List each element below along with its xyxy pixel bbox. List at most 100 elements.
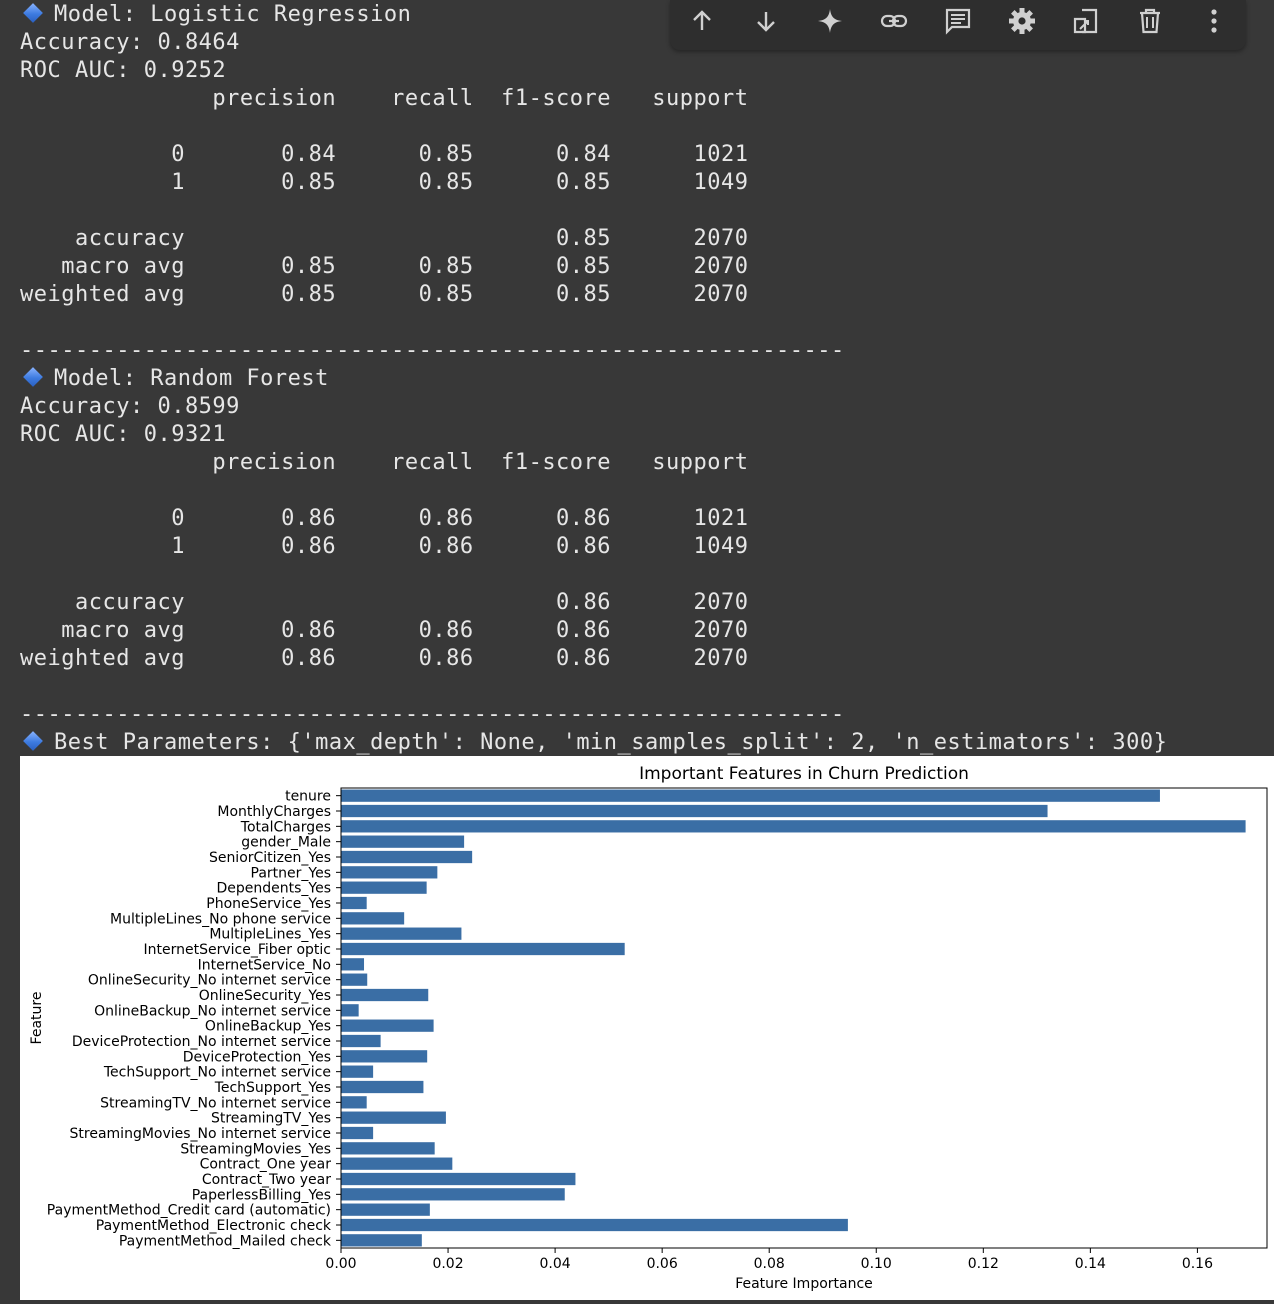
bar-19 <box>341 1080 424 1094</box>
bar-21 <box>341 1111 446 1124</box>
y-tick-label: PaymentMethod_Mailed check <box>119 1233 332 1249</box>
output-line: macro avg 0.86 0.86 0.86 2070 <box>20 617 749 645</box>
y-tick-label: Partner_Yes <box>251 865 331 881</box>
bar-10 <box>341 942 625 956</box>
output-text: precision recall f1-score support <box>20 450 749 475</box>
gemini-button[interactable] <box>810 3 850 39</box>
output-line: ROC AUC: 0.9252 <box>20 57 226 85</box>
output-text: weighted avg 0.85 0.85 0.85 2070 <box>20 282 749 307</box>
output-text: ----------------------------------------… <box>20 702 845 727</box>
output-text: ----------------------------------------… <box>20 338 845 363</box>
more-button[interactable] <box>1194 3 1234 39</box>
mirror-icon <box>1073 8 1098 34</box>
bar-13 <box>341 988 429 1002</box>
output-text: ROC AUC: 0.9252 <box>20 58 227 83</box>
y-tick-label: OnlineSecurity_Yes <box>199 988 331 1004</box>
y-tick-label: Dependents_Yes <box>216 881 331 897</box>
bar-28 <box>341 1218 848 1232</box>
output-text: accuracy 0.86 2070 <box>20 590 749 615</box>
bar-29 <box>341 1234 422 1247</box>
y-tick-label: StreamingTV_No internet service <box>100 1095 331 1111</box>
output-line: 1 0.85 0.85 0.85 1049 <box>20 169 749 197</box>
output-line: 0 0.84 0.85 0.84 1021 <box>20 141 749 169</box>
chart-svg: tenureMonthlyChargesTotalChargesgender_M… <box>29 764 1268 1292</box>
output-line: Accuracy: 0.8464 <box>20 29 240 57</box>
bar-26 <box>341 1188 565 1201</box>
y-tick-label: MonthlyCharges <box>217 804 331 820</box>
output-text: macro avg 0.86 0.86 0.86 2070 <box>20 618 749 643</box>
output-heading: Model: Random Forest <box>20 365 329 393</box>
output-line: macro avg 0.85 0.85 0.85 2070 <box>20 253 749 281</box>
mirror-cell-button[interactable] <box>1066 3 1106 39</box>
y-tick-label: TotalCharges <box>240 819 331 835</box>
move-up-button[interactable] <box>682 3 722 39</box>
output-text: ROC AUC: 0.9321 <box>20 422 227 447</box>
output-text: 0 0.84 0.85 0.84 1021 <box>20 142 749 167</box>
x-tick-label: 0.10 <box>861 1256 892 1272</box>
move-down-button[interactable] <box>746 3 786 39</box>
y-tick-label: PaymentMethod_Electronic check <box>96 1218 332 1234</box>
bar-1 <box>341 804 1048 818</box>
x-tick-label: 0.08 <box>754 1256 785 1272</box>
bar-3 <box>341 835 465 848</box>
output-text: macro avg 0.85 0.85 0.85 2070 <box>20 254 749 279</box>
bar-11 <box>341 958 365 971</box>
bar-15 <box>341 1019 434 1032</box>
output-line: ROC AUC: 0.9321 <box>20 421 226 449</box>
y-tick-label: tenure <box>285 789 331 805</box>
trash-icon <box>1140 8 1160 34</box>
bar-17 <box>341 1050 428 1063</box>
output-line: 1 0.86 0.86 0.86 1049 <box>20 533 749 561</box>
y-tick-label: Contract_Two year <box>202 1172 331 1188</box>
x-tick-label: 0.16 <box>1182 1256 1213 1272</box>
output-line: 0 0.86 0.86 0.86 1021 <box>20 505 749 533</box>
bar-6 <box>341 881 427 894</box>
bar-12 <box>341 973 368 986</box>
chart-title: Important Features in Churn Prediction <box>639 764 969 784</box>
y-tick-label: PhoneService_Yes <box>206 896 331 912</box>
y-tick-label: MultipleLines_Yes <box>209 927 331 943</box>
feature-importance-chart: tenure MonthlyCharges TotalCharges gender_M… <box>20 756 1274 1300</box>
arrow-up-icon <box>693 10 711 30</box>
output-line: weighted avg 0.85 0.85 0.85 2070 <box>20 281 749 309</box>
x-tick-label: 0.12 <box>968 1256 999 1272</box>
y-tick-label: OnlineBackup_Yes <box>205 1019 331 1035</box>
x-tick-label: 0.02 <box>432 1256 463 1272</box>
output-line: accuracy 0.86 2070 <box>20 589 749 617</box>
y-axis-label: Feature <box>29 992 45 1045</box>
y-tick-label: DeviceProtection_No internet service <box>72 1034 331 1050</box>
output-text: Model: Random Forest <box>54 366 329 391</box>
y-tick-label: StreamingMovies_No internet service <box>70 1126 331 1142</box>
y-tick-label: StreamingMovies_Yes <box>180 1141 331 1157</box>
link-icon <box>880 14 908 28</box>
output-text: Accuracy: 0.8464 <box>20 30 240 55</box>
bar-25 <box>341 1172 576 1186</box>
output-text: Model: Logistic Regression <box>54 2 412 27</box>
y-tick-label: InternetService_No <box>198 957 331 973</box>
x-tick-label: 0.06 <box>647 1256 678 1272</box>
output-text: 1 0.85 0.85 0.85 1049 <box>20 170 749 195</box>
y-tick-label: InternetService_Fiber optic <box>144 942 332 958</box>
output-heading: Best Parameters: {'max_depth': None, 'mi… <box>20 729 1167 757</box>
bar-4 <box>341 850 473 864</box>
blue-diamond-icon <box>23 3 43 23</box>
output-line: precision recall f1-score support <box>20 85 749 113</box>
output-line: ----------------------------------------… <box>20 337 845 365</box>
y-tick-label: OnlineSecurity_No internet service <box>88 973 331 989</box>
bar-0 <box>341 789 1160 802</box>
delete-button[interactable] <box>1130 3 1170 39</box>
y-tick-label: SeniorCitizen_Yes <box>209 850 331 866</box>
settings-button[interactable] <box>1002 3 1042 39</box>
bar-2 <box>341 820 1246 833</box>
y-tick-label: TechSupport_Yes <box>214 1080 331 1096</box>
link-button[interactable] <box>874 3 914 39</box>
y-tick-label: MultipleLines_No phone service <box>110 911 331 927</box>
comment-icon <box>945 8 971 35</box>
more-vertical-icon <box>1211 9 1217 33</box>
output-line: Accuracy: 0.8599 <box>20 393 240 421</box>
bar-22 <box>341 1126 374 1140</box>
output-text: weighted avg 0.86 0.86 0.86 2070 <box>20 646 749 671</box>
output-text: accuracy 0.85 2070 <box>20 226 749 251</box>
comment-button[interactable] <box>938 3 978 39</box>
y-tick-label: PaperlessBilling_Yes <box>192 1187 331 1203</box>
